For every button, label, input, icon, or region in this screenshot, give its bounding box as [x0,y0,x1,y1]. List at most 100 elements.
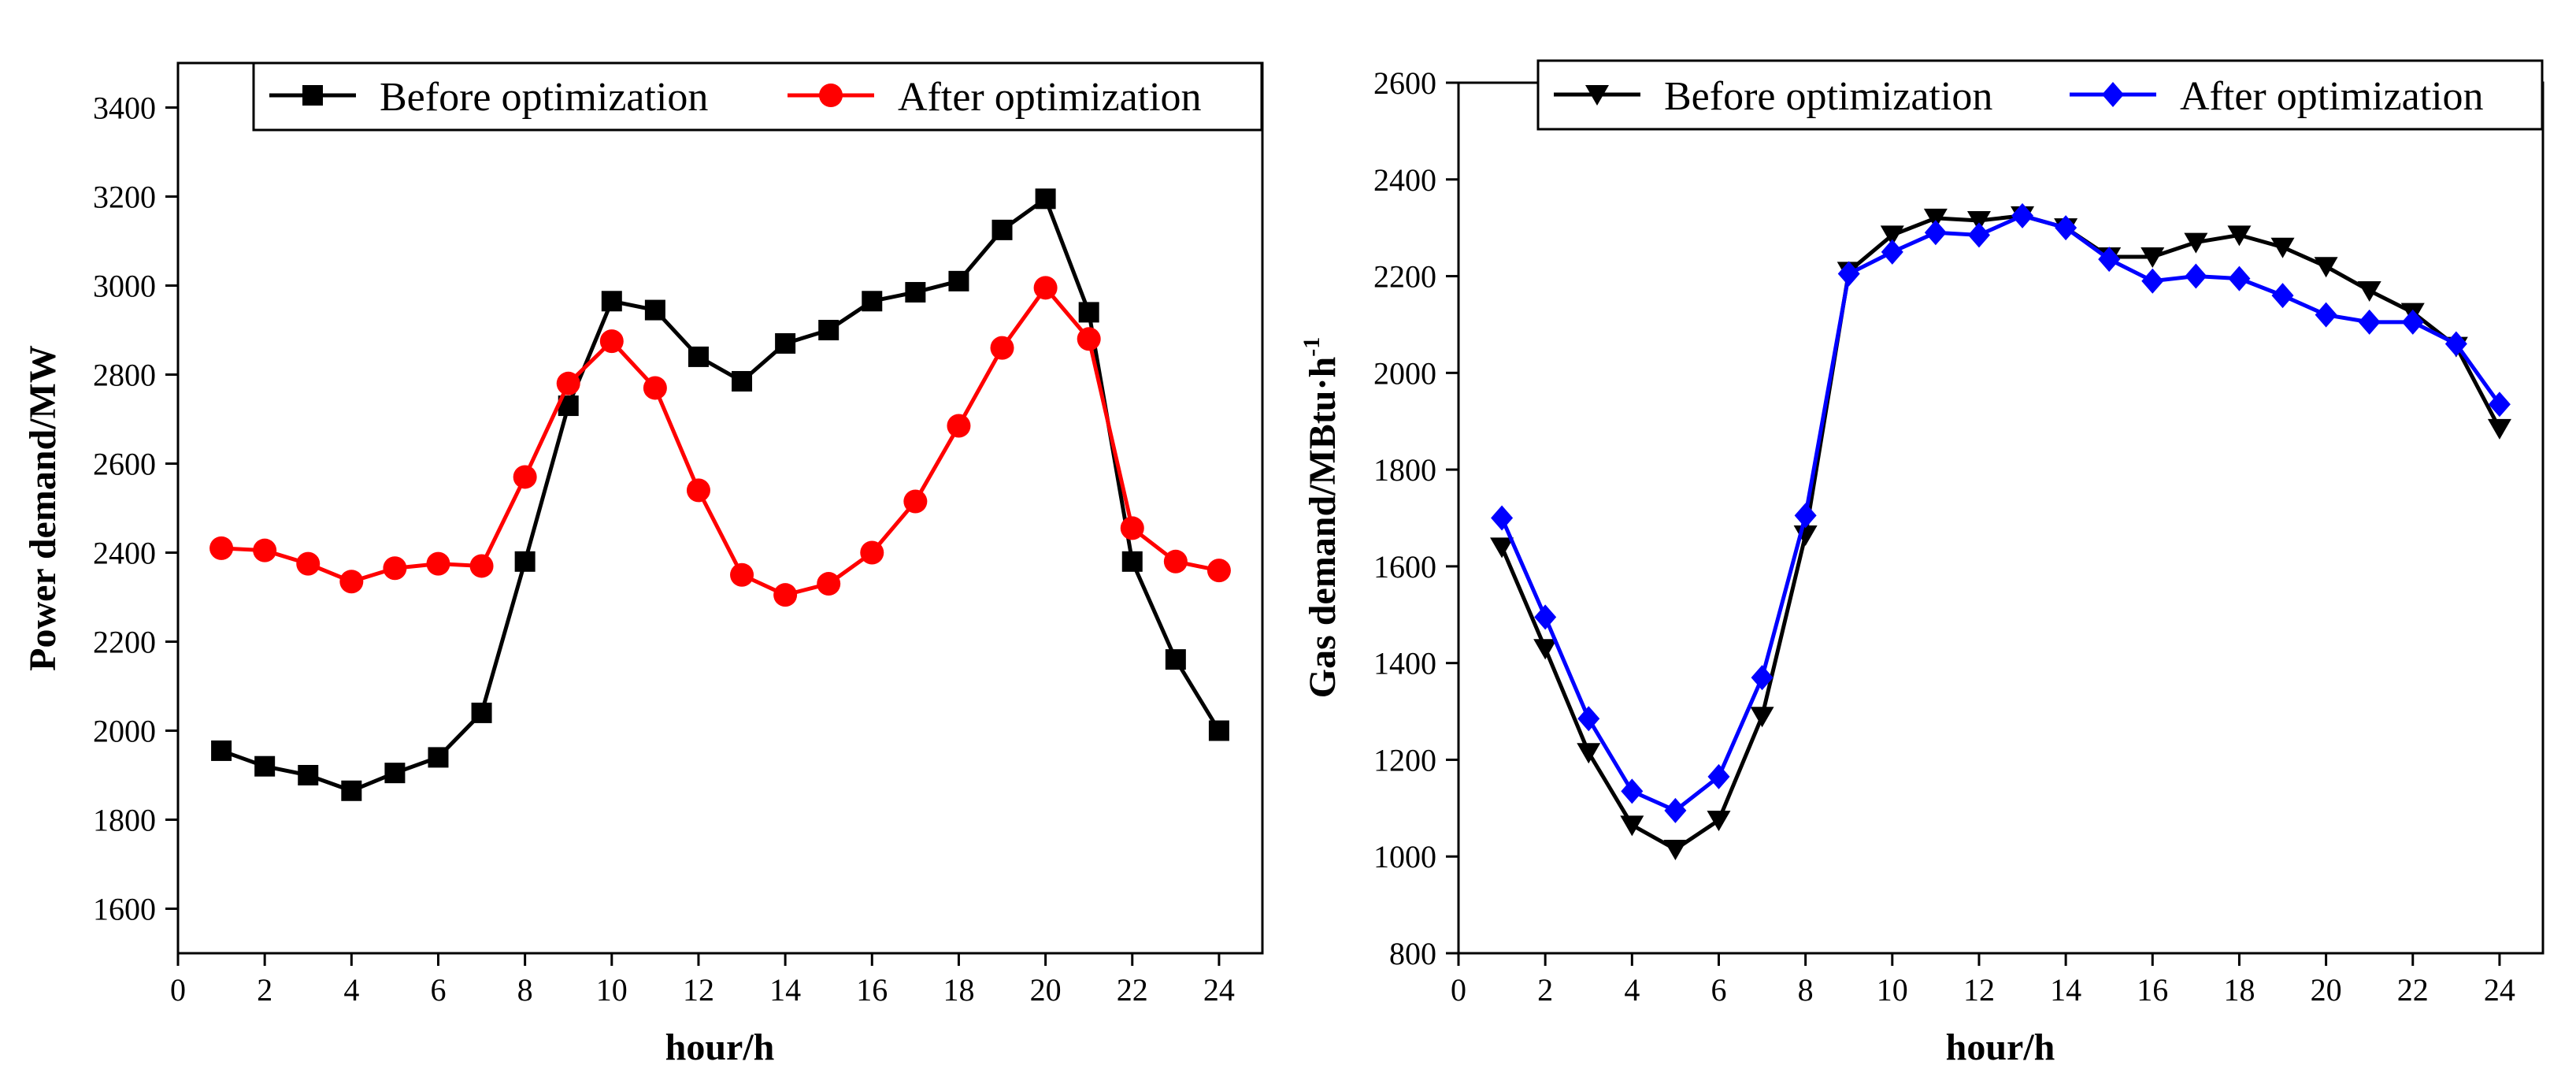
data-point [1880,225,1904,247]
data-point [2098,247,2121,273]
data-point [1577,743,1601,764]
series-line-0 [1499,213,2502,852]
data-point [860,540,884,565]
data-point [1078,302,1099,323]
legend-marker [1585,85,1609,106]
x-tick-label: 10 [596,972,628,1008]
data-point [428,747,449,768]
y-tick-label: 3400 [93,91,156,126]
x-tick-label: 18 [2223,972,2255,1008]
y-tick-label: 1400 [1373,646,1436,681]
legend-label-before: Before optimization [1664,74,1992,119]
y-tick-label: 1600 [1373,549,1436,585]
x-tick-label: 22 [2397,972,2429,1008]
data-point [2055,215,2077,241]
y-tick-label: 3000 [93,269,156,304]
plot-frame [1457,81,2544,955]
x-tick-label: 6 [430,972,446,1008]
x-tick-label: 22 [1117,972,1148,1008]
x-tick-label: 8 [1798,972,1814,1008]
y-tick-label: 1600 [93,892,156,927]
data-point [1663,840,1688,861]
data-point [818,320,840,340]
legend-box [1536,59,2544,131]
data-point [991,219,1013,240]
y-tick-label: 1800 [1373,452,1436,488]
x-tick-label: 16 [2137,972,2168,1008]
data-point [298,765,319,785]
x-tick-label: 0 [1451,972,1466,1008]
y-tick-label: 2400 [1373,162,1436,198]
data-point [211,740,232,761]
data-point [513,465,537,489]
data-point [2011,202,2034,228]
data-point [1120,516,1144,540]
data-point [1534,604,1557,630]
data-point [1620,815,1644,837]
x-tick-label: 0 [170,972,186,1008]
power-demand-chart: 0 2 4 6 8 10 12 14 16 18 20 22 241600180020002200240… [22,61,1264,1068]
x-tick-label: 6 [1711,972,1726,1008]
data-point [2140,247,2165,268]
x-tick-label: 16 [856,972,888,1008]
legend: Before optimization After optimization [1536,59,2544,131]
data-point [1491,505,1514,531]
data-point [2228,265,2251,291]
x-tick-label: 12 [683,972,714,1008]
data-point [2270,237,2295,258]
data-point [1121,551,1143,572]
data-point [2444,331,2467,357]
x-axis-title: hour/h [665,1026,775,1068]
data-point [905,281,926,303]
data-point [644,299,665,321]
data-point [209,536,234,560]
data-point [471,702,492,723]
data-point [1033,276,1058,300]
data-point [688,346,709,367]
data-point [1794,503,1817,529]
axis-ticks: 0 2 4 6 8 10 12 14 16 18 20 22 248001000120014001600… [1373,65,2515,1008]
data-point [469,554,494,578]
y-tick-label: 1000 [1373,839,1436,874]
plot-frame [176,61,1264,955]
data-point [947,414,971,438]
x-tick-label: 14 [769,972,801,1008]
data-point [775,332,796,354]
y-axis-title: Gas demand/MBtu·h-1 [1299,337,1344,698]
data-point [2488,392,2511,418]
y-tick-label: 2200 [1373,259,1436,295]
data-point [2271,283,2294,309]
y-tick-label: 3200 [93,180,156,215]
y-axis-title-sup: -1 [1299,337,1325,357]
data-point [1751,665,1774,691]
legend-entry-before: Before optimization [269,75,708,120]
x-tick-label: 4 [1624,972,1640,1008]
x-tick-label: 2 [257,972,272,1008]
x-tick-label: 2 [1537,972,1553,1008]
x-tick-label: 24 [1203,972,1235,1008]
data-point [1208,720,1229,741]
data-point [732,370,753,392]
legend-entry-before: Before optimization [1554,74,1992,119]
legend-marker [2102,82,2124,107]
x-tick-label: 20 [2311,972,2342,1008]
data-point [383,556,407,581]
legend-marker [302,85,323,106]
y-tick-label: 2400 [93,536,156,571]
data-point [948,270,969,291]
x-tick-label: 4 [343,972,359,1008]
x-tick-label: 10 [1877,972,1908,1008]
data-point [341,780,362,801]
legend-label-after: After optimization [2180,74,2484,119]
data-point [2357,280,2381,302]
legend-label-after: After optimization [898,75,1202,120]
series-line-1 [221,284,1220,597]
data-point [1967,222,1990,248]
data-point [817,572,841,596]
data-point [1707,811,1731,832]
data-point [296,551,321,576]
data-point [730,562,754,587]
legend-label-before: Before optimization [380,75,708,120]
data-point [1837,261,1860,287]
